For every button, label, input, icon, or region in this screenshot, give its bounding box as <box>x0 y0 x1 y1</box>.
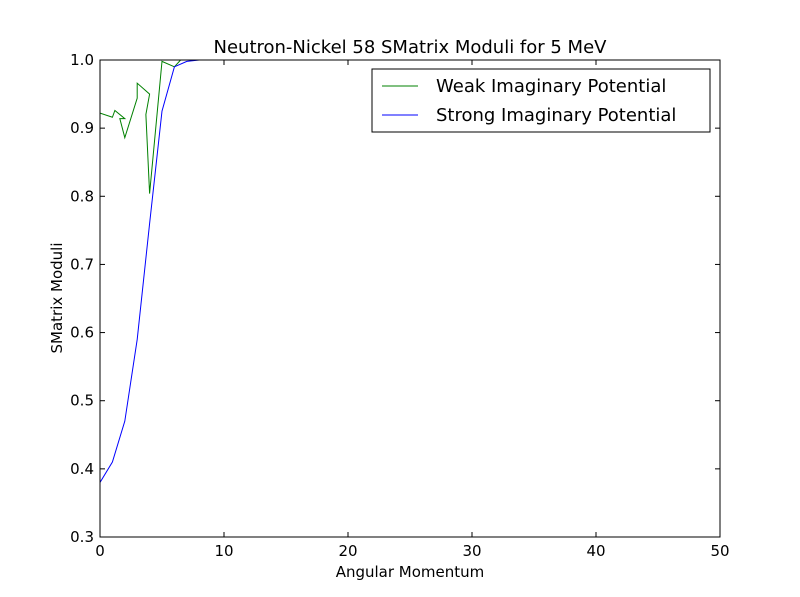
y-axis-ticks: 0.3 0.4 0.5 0.6 0.7 0.8 0.9 1.0 <box>70 51 720 546</box>
y-tick-label: 0.4 <box>70 460 94 478</box>
plot-lines <box>100 60 200 483</box>
y-tick-label: 0.5 <box>70 392 94 410</box>
y-tick-label: 0.3 <box>70 528 94 546</box>
legend-label-strong: Strong Imaginary Potential <box>436 105 676 126</box>
plot-frame <box>99 59 721 538</box>
series-line-strong <box>100 60 200 483</box>
x-tick-label: 0 <box>95 542 105 560</box>
x-tick-label: 40 <box>586 542 605 560</box>
x-axis-label: Angular Momentum <box>336 563 485 581</box>
x-tick-label: 30 <box>462 542 481 560</box>
y-tick-label: 1.0 <box>70 51 94 69</box>
chart-title: Neutron-Nickel 58 SMatrix Moduli for 5 M… <box>214 37 608 58</box>
legend-box <box>371 68 711 133</box>
y-axis-label: SMatrix Moduli <box>48 243 66 354</box>
y-tick-label: 0.7 <box>70 255 94 273</box>
x-tick-label: 50 <box>710 542 729 560</box>
x-tick-label: 10 <box>214 542 233 560</box>
x-tick-label: 20 <box>338 542 357 560</box>
x-axis-ticks: 0 10 20 30 40 50 <box>95 60 730 560</box>
y-tick-label: 0.9 <box>70 119 94 137</box>
y-tick-label: 0.6 <box>70 324 94 342</box>
series-line-weak <box>100 60 200 194</box>
y-tick-label: 0.8 <box>70 187 94 205</box>
legend-label-weak: Weak Imaginary Potential <box>436 76 666 97</box>
legend: Weak Imaginary Potential Strong Imaginar… <box>371 68 711 133</box>
